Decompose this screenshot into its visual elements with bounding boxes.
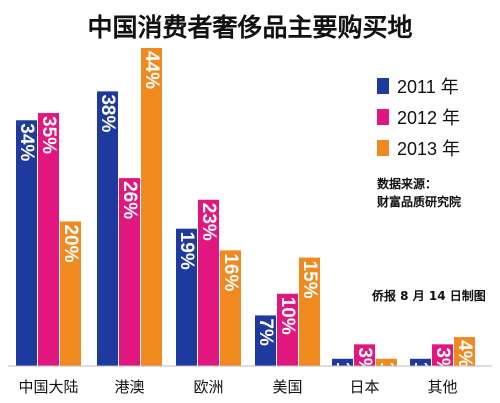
bar-3-2 xyxy=(299,257,320,366)
bar-4-0 xyxy=(332,358,353,366)
bar-label-2-1: 23% xyxy=(198,203,219,241)
bar-5-1 xyxy=(432,344,453,366)
bar-1-0 xyxy=(97,91,118,366)
bar-2-2 xyxy=(220,250,241,366)
bar-5-2 xyxy=(454,337,475,366)
bar-0-2 xyxy=(60,221,81,366)
category-label-1: 港澳 xyxy=(114,378,144,396)
legend-label-2011: 2011 年 xyxy=(397,77,459,97)
bar-label-0-1: 35% xyxy=(38,116,59,154)
category-label-2: 欧洲 xyxy=(193,378,223,396)
source-name: 财富品质研究院 xyxy=(376,194,461,209)
bar-label-3-2: 15% xyxy=(299,261,320,299)
bar-label-1-1: 26% xyxy=(119,181,140,219)
bar-label-5-1: 3% xyxy=(432,347,453,375)
bar-label-1-0: 38% xyxy=(97,94,118,132)
legend-swatch-2013 xyxy=(377,140,389,156)
category-label-5: 其他 xyxy=(427,378,457,396)
bar-label-4-1: 3% xyxy=(354,347,375,375)
bars-group: 34% 35%20%38%26%44%19%23%16%7% 10%15%1%3%1… xyxy=(16,48,475,389)
bar-2-1 xyxy=(198,199,219,366)
legend: 2011 年 2012 年 2013 年 xyxy=(377,77,460,159)
bar-label-4-2: 1% xyxy=(376,362,397,390)
chart-title: 中国消费者奢侈品主要购买地 xyxy=(87,13,412,42)
bar-label-3-0: 7% xyxy=(255,318,276,346)
bar-label-3-1: 10% xyxy=(277,297,298,335)
source-label: 数据来源： xyxy=(377,176,437,191)
legend-label-2013: 2013 年 xyxy=(397,139,460,159)
bar-label-0-2: 20% xyxy=(60,224,81,262)
legend-swatch-2011 xyxy=(377,78,389,94)
bar-0-1 xyxy=(38,113,59,366)
category-label-3: 美国 xyxy=(272,378,302,396)
category-label-0: 中国大陆 xyxy=(18,378,78,396)
bar-2-0 xyxy=(176,228,197,366)
chart-credit: 侨报 8 月 14 日制图 xyxy=(371,288,486,303)
bar-label-5-2: 4% xyxy=(454,340,475,368)
bar-label-1-2: 44% xyxy=(141,51,162,89)
category-label-4: 日本 xyxy=(349,378,379,396)
legend-label-2012: 2012 年 xyxy=(397,108,460,128)
legend-swatch-2012 xyxy=(377,109,389,125)
bar-label-4-0: 1% xyxy=(332,362,353,390)
bar-label-5-0: 1% xyxy=(410,362,431,390)
bar-label-2-2: 16% xyxy=(220,253,241,291)
bar-1-1 xyxy=(119,178,140,366)
bar-label-2-0: 19% xyxy=(176,232,197,270)
bar-3-0 xyxy=(255,315,276,366)
bar-4-2 xyxy=(376,358,397,366)
bar-1-2 xyxy=(141,48,162,366)
bar-4-1 xyxy=(354,344,375,366)
bar-0-0 xyxy=(16,120,37,366)
bar-3-1 xyxy=(277,293,298,366)
bar-label-0-0: 34% xyxy=(16,123,37,161)
category-labels: 中国大陆 港澳 欧洲 美国 日本 其他 xyxy=(18,378,457,396)
bar-5-0 xyxy=(410,358,431,366)
